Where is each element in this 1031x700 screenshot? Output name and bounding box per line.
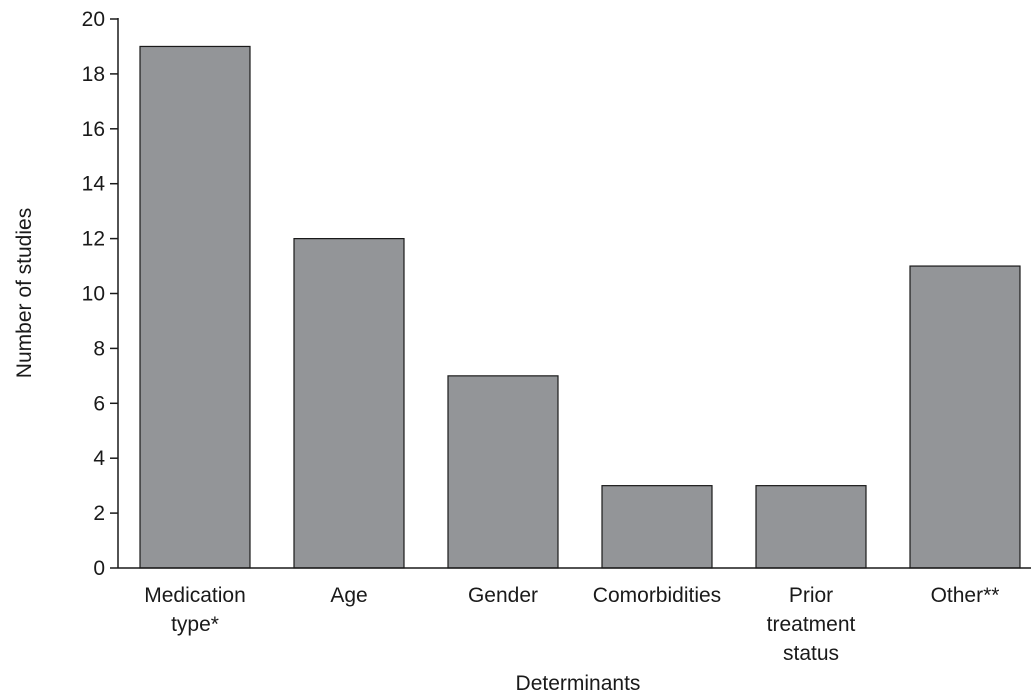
y-tick-label: 0 (93, 557, 105, 580)
bar (601, 485, 713, 569)
bar (139, 45, 251, 569)
axes-group (110, 18, 1031, 569)
bar (755, 485, 867, 569)
x-tick-label: Other** (931, 584, 1000, 607)
y-tick-label: 6 (93, 392, 105, 415)
y-tick-label: 12 (82, 228, 105, 251)
y-tick-label: 18 (82, 63, 105, 86)
x-tick-label: Medication type* (144, 584, 246, 636)
x-tick-label: Age (330, 584, 367, 607)
y-tick-label: 20 (82, 8, 105, 31)
y-tick-label: 2 (93, 502, 105, 525)
y-tick-label: 10 (82, 283, 105, 306)
x-tick-label: Prior treatment status (767, 584, 856, 665)
bar (293, 238, 405, 569)
x-axis-title: Determinants (516, 672, 641, 695)
x-tick-label: Gender (468, 584, 538, 607)
y-tick-label: 8 (93, 337, 105, 360)
bar (447, 375, 559, 569)
y-tick-label: 16 (82, 118, 105, 141)
x-tick-label: Comorbidities (593, 584, 721, 607)
y-axis-title: Number of studies (13, 208, 36, 378)
labels-group: 0 2 4 6 8 10 12 14 16 18 20 Medication type* Age Gende… (82, 8, 1000, 665)
y-tick-label: 4 (93, 447, 105, 470)
bars-group (139, 45, 1021, 569)
bar (909, 265, 1021, 569)
y-tick-label: 14 (82, 173, 106, 196)
